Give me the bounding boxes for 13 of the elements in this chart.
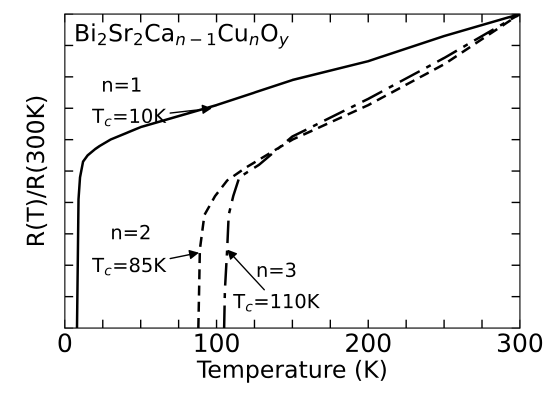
annotation: T$_{c}$=110K (233, 294, 320, 312)
text: Bi$_{2}$Sr$_{2}$Ca$_{n−1}$Cu$_{n}$O$_{y}$ (76, 23, 289, 49)
x-tick-label: 0 (58, 333, 72, 352)
annotation: T$_{c}$=85K (92, 258, 166, 276)
annotation: n=2 (112, 224, 150, 240)
x-tick-label: 100 (195, 333, 239, 352)
y-axis-title: R(T)/R(300K) (26, 96, 48, 246)
x-tick-label: 300 (498, 333, 542, 352)
x-axis-title: Temperature (K) (196, 360, 386, 383)
annotation: n=1 (103, 77, 140, 92)
x-tick-label: 200 (346, 333, 390, 352)
annotation: n=3 (258, 262, 296, 278)
annotation: T$_{c}$=10K (92, 108, 166, 126)
